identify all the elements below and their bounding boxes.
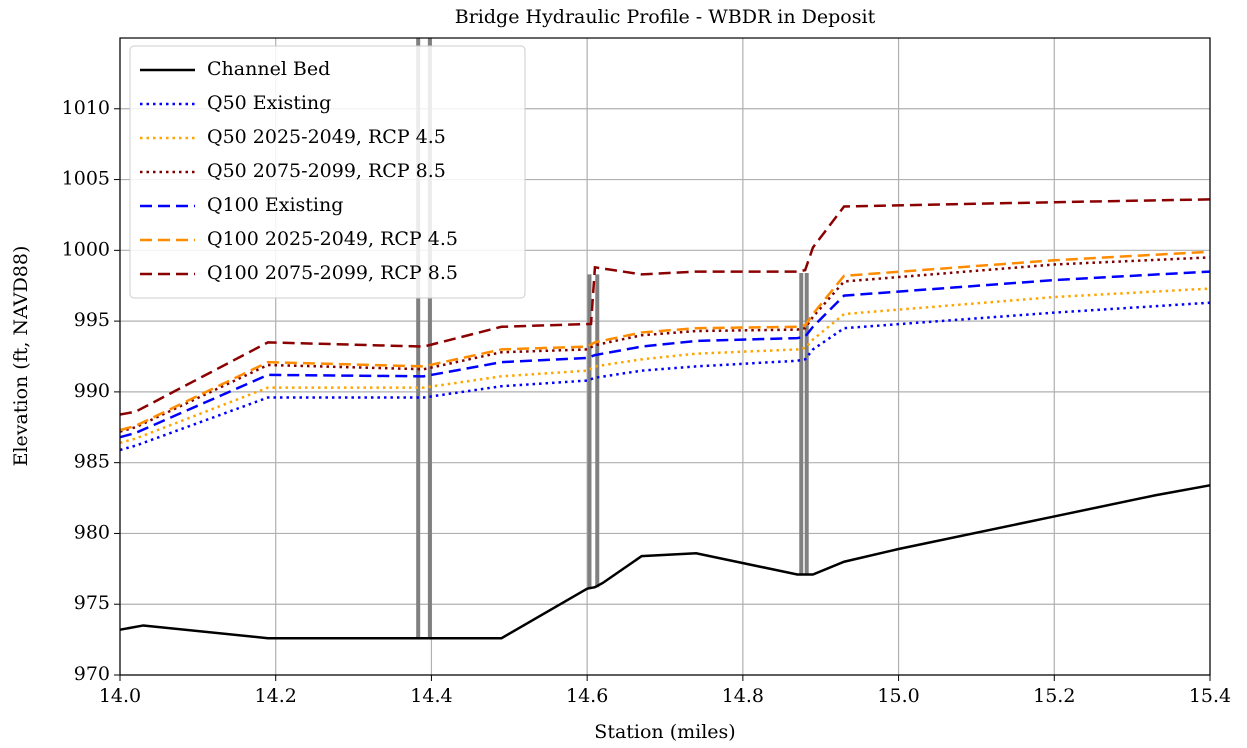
y-tick-label: 975 — [74, 592, 110, 614]
x-tick-label: 14.6 — [566, 685, 608, 707]
x-tick-label: 14.4 — [410, 685, 452, 707]
legend-box — [129, 45, 526, 299]
legend-label: Channel Bed — [207, 58, 330, 80]
y-tick-label: 985 — [74, 451, 110, 473]
y-tick-label: 995 — [74, 309, 110, 331]
series-line — [119, 484, 1211, 640]
y-tick-label: 1000 — [62, 238, 110, 260]
x-tick-label: 15.4 — [1189, 685, 1231, 707]
y-tick-label: 1010 — [62, 97, 110, 119]
legend-label: Q50 2075-2099, RCP 8.5 — [207, 160, 446, 182]
chart-title: Bridge Hydraulic Profile - WBDR in Depos… — [455, 6, 876, 28]
legend-label: Q100 2025-2049, RCP 4.5 — [207, 228, 458, 250]
y-tick-label: 1005 — [62, 168, 110, 190]
series-line — [119, 256, 1211, 433]
x-axis-label: Station (miles) — [594, 721, 735, 743]
plot-frame — [119, 37, 1211, 676]
x-tick-label: 14.0 — [99, 685, 141, 707]
legend-label: Q100 Existing — [207, 194, 343, 216]
series-line — [119, 301, 1211, 452]
legend-label: Q50 2025-2049, RCP 4.5 — [207, 126, 446, 148]
series-line — [119, 287, 1211, 445]
y-tick-label: 970 — [74, 663, 110, 685]
y-tick-label: 990 — [74, 380, 110, 402]
series-line — [119, 198, 1211, 416]
x-tick-label: 15.2 — [1033, 685, 1075, 707]
x-tick-label: 14.8 — [722, 685, 764, 707]
series-line — [119, 250, 1211, 432]
y-tick-label: 980 — [74, 521, 110, 543]
legend-label: Q50 Existing — [207, 92, 331, 114]
series-line — [119, 270, 1211, 439]
y-axis-label: Elevation (ft, NAVD88) — [10, 246, 32, 467]
legend-label: Q100 2075-2099, RCP 8.5 — [207, 262, 458, 284]
legend: Channel Bed Q50 Existing Q50 2025-2049, RC… — [129, 45, 526, 299]
x-tick-label: 15.0 — [877, 685, 919, 707]
x-tick-label: 14.2 — [255, 685, 297, 707]
